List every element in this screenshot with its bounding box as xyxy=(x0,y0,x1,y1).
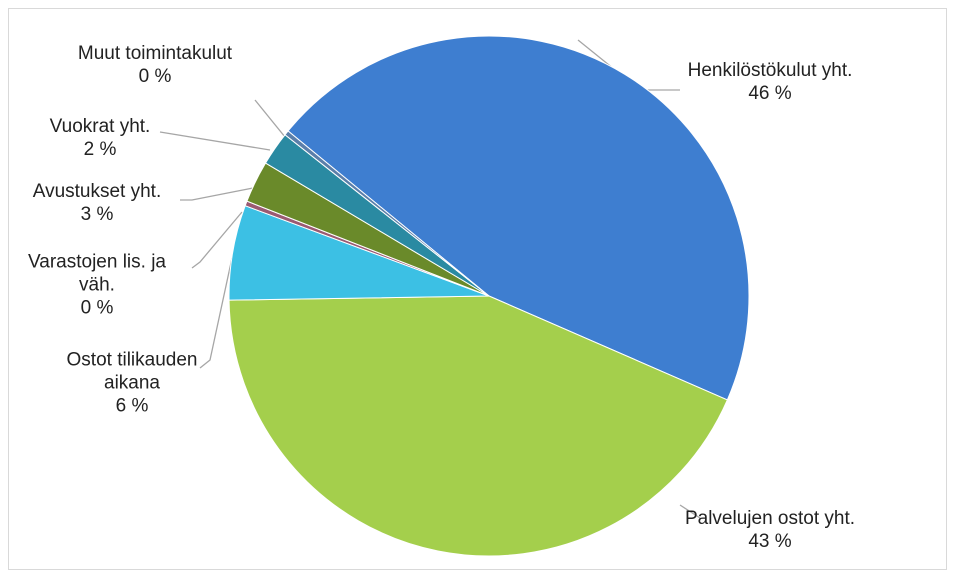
label-value: 6 % xyxy=(115,395,149,417)
data-label: Varastojen lis. ja väh. 0 % xyxy=(22,251,172,320)
label-name: Vuokrat yht. xyxy=(49,116,151,137)
label-name: Palvelujen ostot yht. xyxy=(684,508,856,529)
label-value: 0 % xyxy=(138,66,172,87)
data-label: Ostot tilikauden aikana 6 % xyxy=(42,349,222,418)
data-label: Palvelujen ostot yht. 43 % xyxy=(650,507,890,553)
data-label: Henkilöstökulut yht. 46 % xyxy=(660,59,880,105)
label-name: Ostot tilikauden aikana xyxy=(66,349,198,394)
label-value: 2 % xyxy=(83,139,117,160)
pie-slice xyxy=(228,295,728,557)
label-name: Henkilöstökulut yht. xyxy=(687,60,853,81)
data-label: Avustukset yht. 3 % xyxy=(0,180,197,226)
label-value: 43 % xyxy=(748,531,792,552)
label-name: Avustukset yht. xyxy=(32,181,162,202)
label-value: 0 % xyxy=(80,297,114,319)
data-label: Vuokrat yht. 2 % xyxy=(0,115,200,161)
label-name: Muut toimintakulut xyxy=(77,43,233,64)
data-label: Muut toimintakulut 0 % xyxy=(35,42,275,88)
pie-slice xyxy=(284,130,490,297)
label-value: 3 % xyxy=(80,204,114,225)
frame xyxy=(8,8,947,570)
label-name: Varastojen lis. ja väh. xyxy=(28,251,166,296)
pie-slice xyxy=(287,35,750,401)
label-value: 46 % xyxy=(748,83,792,104)
